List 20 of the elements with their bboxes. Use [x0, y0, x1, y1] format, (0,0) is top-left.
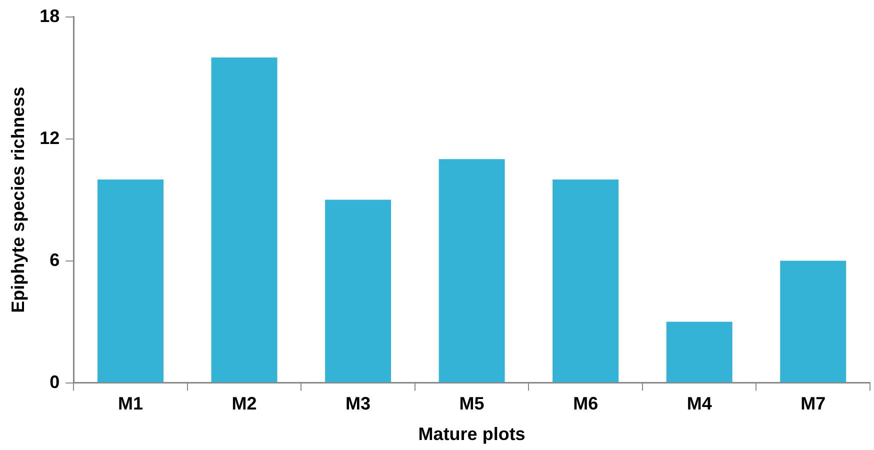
y-tick-label: 12: [40, 128, 60, 148]
bar: [438, 159, 505, 382]
x-tick-label: M6: [573, 394, 598, 414]
x-axis-title: Mature plots: [418, 424, 526, 444]
bar: [325, 200, 392, 382]
x-tick-label: M4: [686, 394, 712, 414]
y-tick-label: 6: [50, 250, 60, 270]
x-tick-label: M1: [118, 394, 144, 414]
x-tick-label: M5: [459, 394, 484, 414]
bar: [780, 260, 846, 382]
x-tick-label: M3: [346, 394, 371, 414]
y-tick-label: 0: [50, 372, 60, 392]
bar: [211, 57, 278, 382]
x-tick-label: M2: [232, 394, 257, 414]
x-tick-label: M7: [800, 394, 826, 414]
y-tick-label: 18: [40, 6, 60, 26]
bar: [666, 322, 732, 382]
bar: [552, 179, 619, 382]
bar: [98, 179, 164, 382]
y-axis-title: Epiphyte species richness: [8, 86, 28, 313]
